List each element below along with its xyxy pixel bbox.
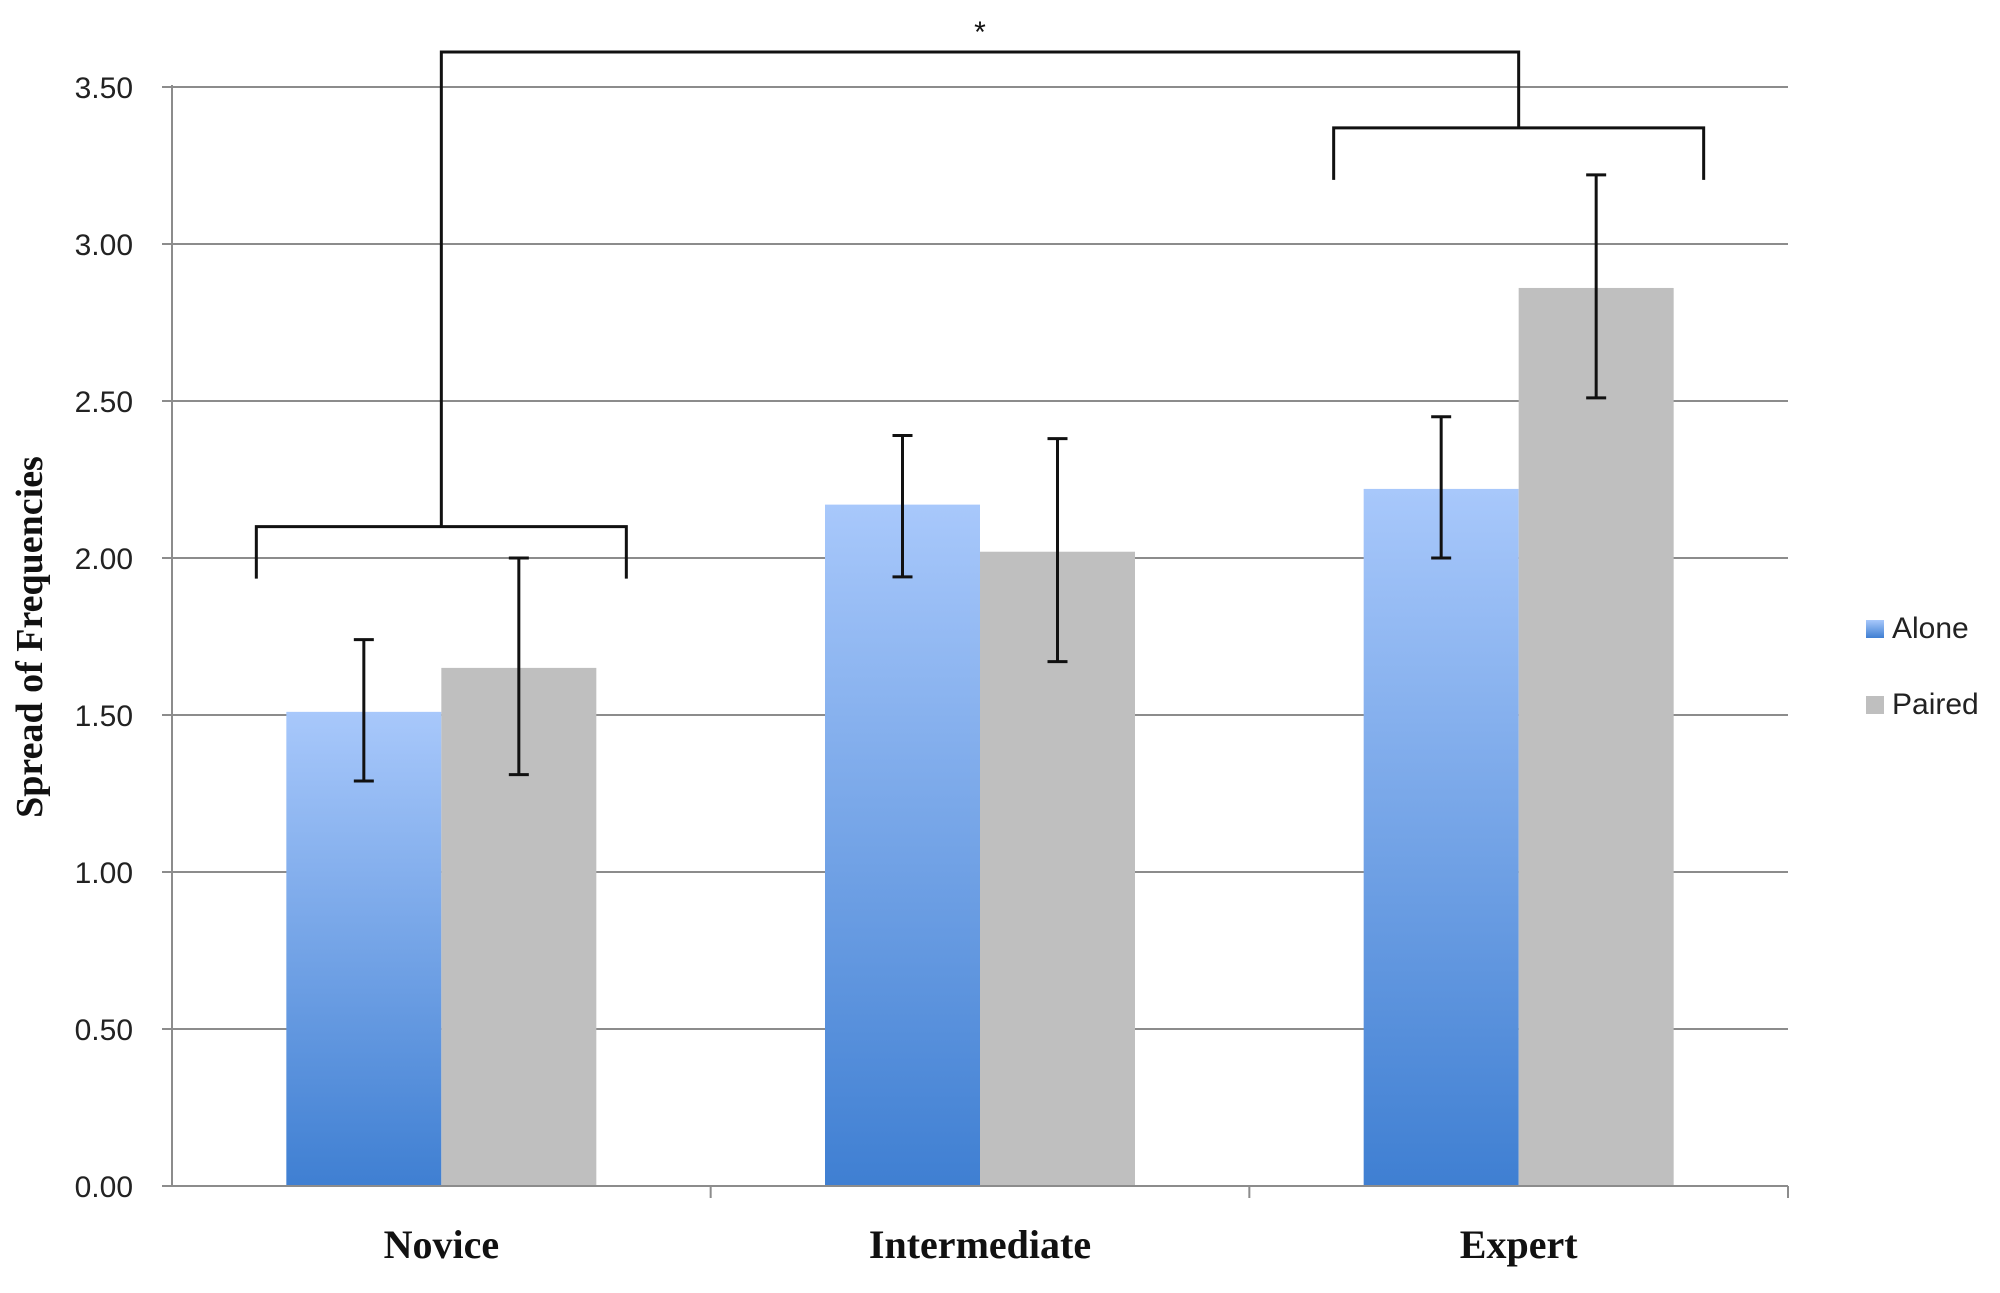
y-tick-label: 3.50 [75,72,133,105]
y-tick-label: 0.00 [75,1171,133,1204]
error-bar [1431,415,1452,560]
error-bar [1586,173,1607,400]
error-bar [353,638,374,783]
legend: Alone Paired [1866,612,1979,721]
legend-swatch-paired [1866,696,1884,714]
legend-label-alone: Alone [1892,612,1969,645]
y-axis-title: Spread of Frequencies [9,456,51,818]
category-labels: Novice Intermediate Expert [384,1222,1579,1267]
legend-swatch-alone [1866,620,1884,638]
x-category-label: Expert [1460,1222,1578,1267]
error-bars [353,173,1607,783]
bar-paired-expert [1518,287,1674,1187]
bar-alone-novice [286,711,442,1186]
significance-bracket [439,50,1521,527]
bars [286,287,1674,1187]
y-tick-label: 1.50 [75,700,133,733]
group-bracket [1332,126,1706,180]
error-bar [1047,437,1068,664]
significance-marker: * [974,16,986,49]
y-axis-ticks: 0.00 0.50 1.00 1.50 2.00 2.50 3.00 3.50 [75,72,172,1204]
error-bar [892,434,913,579]
error-bar [508,556,529,777]
bar-alone-intermediate [825,504,980,1186]
y-tick-label: 2.00 [75,543,133,576]
y-tick-label: 0.50 [75,1014,133,1047]
x-category-label: Intermediate [869,1222,1091,1267]
legend-label-paired: Paired [1892,688,1979,721]
y-tick-label: 3.00 [75,229,133,262]
axes [162,85,1789,1198]
y-tick-label: 2.50 [75,386,133,419]
x-category-label: Novice [384,1222,500,1267]
group-bracket [254,525,628,579]
y-tick-label: 1.00 [75,857,133,890]
bar-alone-expert [1363,488,1519,1186]
significance-brackets: * [254,16,1706,579]
